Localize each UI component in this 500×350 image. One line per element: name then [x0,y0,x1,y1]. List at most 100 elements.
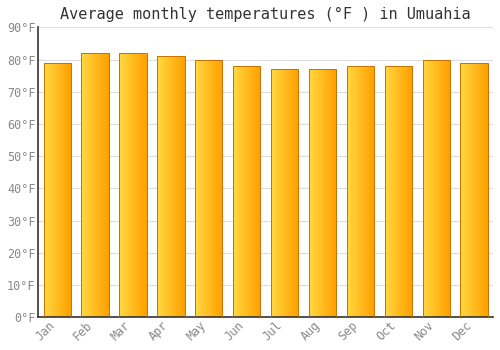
Bar [400,66,401,317]
Bar [460,63,487,317]
Bar [370,66,372,317]
Bar [434,60,436,317]
Bar [134,53,135,317]
Bar [253,66,254,317]
Bar [335,69,336,317]
Bar [430,60,431,317]
Bar [334,69,336,317]
Bar [358,66,360,317]
Bar [362,66,363,317]
Bar [480,63,482,317]
Bar [177,56,178,317]
Bar [467,63,468,317]
Bar [198,60,199,317]
Bar [327,69,328,317]
Bar [86,53,87,317]
Bar [121,53,122,317]
Bar [465,63,466,317]
Bar [482,63,483,317]
Bar [355,66,356,317]
Bar [242,66,243,317]
Bar [290,69,291,317]
Bar [85,53,86,317]
Bar [293,69,294,317]
Bar [282,69,283,317]
Bar [332,69,334,317]
Bar [233,66,260,317]
Bar [474,63,475,317]
Bar [248,66,250,317]
Bar [274,69,276,317]
Bar [220,60,222,317]
Bar [208,60,209,317]
Bar [310,69,312,317]
Bar [312,69,314,317]
Bar [158,56,159,317]
Bar [367,66,368,317]
Bar [322,69,324,317]
Bar [141,53,142,317]
Bar [477,63,478,317]
Bar [356,66,357,317]
Bar [444,60,446,317]
Bar [122,53,123,317]
Bar [235,66,236,317]
Bar [258,66,260,317]
Bar [174,56,176,317]
Bar [162,56,164,317]
Bar [70,63,71,317]
Bar [209,60,210,317]
Bar [157,56,158,317]
Bar [54,63,56,317]
Bar [132,53,133,317]
Bar [357,66,358,317]
Bar [487,63,488,317]
Bar [384,66,386,317]
Bar [329,69,330,317]
Bar [182,56,184,317]
Bar [291,69,292,317]
Bar [206,60,207,317]
Bar [60,63,61,317]
Bar [384,66,412,317]
Bar [279,69,280,317]
Bar [288,69,289,317]
Bar [214,60,215,317]
Bar [483,63,484,317]
Bar [57,63,58,317]
Bar [326,69,327,317]
Bar [199,60,200,317]
Bar [168,56,169,317]
Bar [352,66,353,317]
Bar [130,53,131,317]
Bar [172,56,174,317]
Bar [58,63,59,317]
Bar [61,63,62,317]
Bar [470,63,472,317]
Bar [255,66,256,317]
Bar [328,69,329,317]
Bar [144,53,145,317]
Bar [50,63,51,317]
Bar [217,60,218,317]
Bar [161,56,162,317]
Bar [276,69,278,317]
Bar [410,66,411,317]
Bar [197,60,198,317]
Bar [205,60,206,317]
Bar [94,53,95,317]
Bar [318,69,319,317]
Bar [430,60,432,317]
Bar [52,63,54,317]
Bar [164,56,166,317]
Bar [401,66,402,317]
Bar [96,53,97,317]
Bar [133,53,134,317]
Bar [245,66,246,317]
Bar [406,66,408,317]
Bar [438,60,439,317]
Bar [472,63,473,317]
Bar [240,66,242,317]
Bar [411,66,412,317]
Bar [317,69,318,317]
